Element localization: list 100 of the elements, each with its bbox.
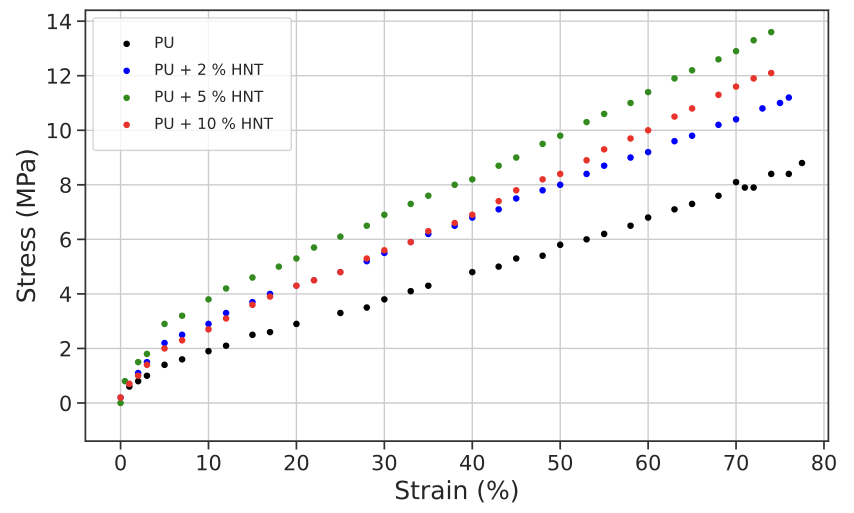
point xyxy=(732,178,740,186)
x-tick-label: 60 xyxy=(636,454,660,470)
point xyxy=(688,132,696,139)
x-tick-label: 0 xyxy=(115,454,126,470)
x-tick-label: 20 xyxy=(284,454,308,470)
point xyxy=(469,176,476,183)
legend-label: PU + 10 % HNT xyxy=(156,118,274,130)
point xyxy=(337,310,344,316)
point xyxy=(512,154,520,161)
point xyxy=(627,222,634,229)
point xyxy=(512,187,520,194)
point xyxy=(786,170,792,178)
point xyxy=(539,140,546,148)
point xyxy=(688,105,696,112)
point xyxy=(715,122,722,128)
point xyxy=(161,320,168,328)
point xyxy=(715,192,722,199)
point xyxy=(337,233,344,240)
point xyxy=(671,138,678,144)
point xyxy=(750,75,757,82)
point xyxy=(222,315,230,322)
point xyxy=(425,228,432,234)
point xyxy=(222,342,230,349)
point xyxy=(134,358,142,366)
point xyxy=(495,206,502,213)
point xyxy=(600,230,608,238)
legend-label: PU xyxy=(156,36,174,48)
point xyxy=(750,184,757,191)
point xyxy=(178,356,186,363)
point xyxy=(144,372,150,379)
point xyxy=(732,83,740,90)
point xyxy=(715,92,722,98)
point xyxy=(205,296,212,303)
point xyxy=(407,200,414,208)
x-tick-label: 80 xyxy=(812,454,836,470)
x-tick-label: 30 xyxy=(372,454,396,470)
point xyxy=(600,146,608,153)
point xyxy=(732,116,740,123)
point xyxy=(644,88,652,96)
point xyxy=(266,328,274,336)
point xyxy=(671,206,678,213)
point xyxy=(715,56,722,63)
point xyxy=(539,252,546,259)
point xyxy=(425,282,432,289)
point xyxy=(627,100,634,106)
point xyxy=(759,105,766,112)
point xyxy=(495,263,502,270)
point xyxy=(161,362,168,368)
point xyxy=(222,285,230,292)
y-tick-label: 6 xyxy=(60,232,71,248)
point xyxy=(266,293,274,300)
point xyxy=(512,255,520,262)
x-axis-title: Strain (%) xyxy=(396,480,518,502)
point xyxy=(495,198,502,204)
point xyxy=(644,127,652,134)
point xyxy=(469,212,476,218)
point xyxy=(776,100,784,106)
point xyxy=(495,162,502,169)
point xyxy=(144,350,150,358)
point xyxy=(381,247,388,254)
point xyxy=(364,255,370,262)
point xyxy=(178,332,186,338)
y-tick-label: 14 xyxy=(48,14,72,30)
point xyxy=(583,157,590,164)
point xyxy=(293,320,300,328)
x-tick-label: 40 xyxy=(460,454,484,470)
point xyxy=(539,187,546,194)
point xyxy=(134,372,142,379)
point xyxy=(768,70,774,76)
point xyxy=(539,176,546,183)
y-axis-title: Stress (MPa) xyxy=(16,150,38,302)
x-tick-label: 50 xyxy=(548,454,572,470)
point xyxy=(583,170,590,178)
point xyxy=(293,255,300,262)
point xyxy=(583,236,590,243)
point xyxy=(750,37,757,44)
point xyxy=(407,288,414,294)
point xyxy=(600,110,608,118)
y-tick-label: 2 xyxy=(60,340,70,356)
x-tick-label: 10 xyxy=(198,454,220,470)
point xyxy=(512,195,520,202)
point xyxy=(205,326,212,333)
legend-label: PU + 2 % HNT xyxy=(156,64,264,76)
point xyxy=(688,200,696,208)
y-tick-label: 4 xyxy=(60,286,72,302)
point xyxy=(688,67,696,74)
point xyxy=(249,274,256,281)
point xyxy=(798,160,806,166)
point xyxy=(556,242,564,248)
point xyxy=(364,304,370,311)
point xyxy=(178,337,186,344)
point xyxy=(205,348,212,354)
point xyxy=(161,345,168,352)
point xyxy=(742,184,748,191)
point xyxy=(276,263,282,270)
point xyxy=(144,362,150,368)
point xyxy=(381,212,388,218)
point xyxy=(600,162,608,169)
point xyxy=(249,332,256,338)
y-tick-label: 10 xyxy=(48,122,71,138)
